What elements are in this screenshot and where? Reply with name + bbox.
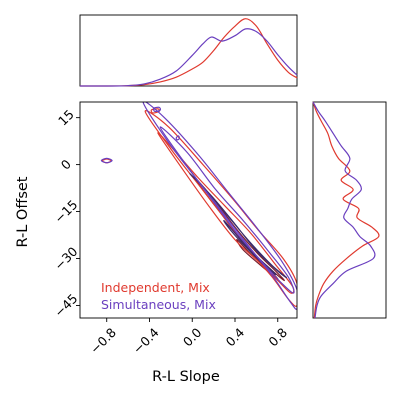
legend-simultaneous: Simultaneous, Mix (101, 297, 216, 312)
x-tick-label: 0.4 (223, 325, 248, 350)
x-ticks: −0.8 −0.4 0.0 0.4 0.8 (87, 318, 290, 357)
x-marginal-panel (79, 14, 298, 87)
y-marginal-curve-independent (312, 101, 380, 319)
contour-simultaneous-inner (223, 219, 277, 276)
joint-frame (79, 101, 298, 319)
contour-simultaneous-islandB (100, 157, 113, 164)
x-axis-label: R-L Slope (152, 369, 220, 385)
x-tick-label: 0.0 (180, 325, 205, 350)
contour-layer (100, 102, 297, 310)
y-tick-label: −30 (51, 244, 80, 273)
x-marginal-curves (79, 18, 298, 87)
x-marginal-curve-simultaneous (79, 28, 298, 87)
contour-simultaneous-islandC (175, 135, 181, 141)
y-marginal-panel (312, 101, 387, 319)
y-marginal-frame (312, 101, 387, 319)
y-tick-label: 0 (58, 156, 74, 172)
contour-independent-outermost (144, 110, 297, 307)
y-ticks: 15 0 −15 −30 −45 (51, 107, 80, 320)
contour-simultaneous-outermost (142, 102, 297, 310)
legend-independent: Independent, Mix (101, 280, 210, 295)
contour-independent-outer (157, 132, 295, 294)
x-tick-label: −0.4 (130, 325, 162, 357)
x-tick-label: 0.8 (265, 325, 290, 350)
y-marginal-curve-simultaneous (312, 101, 376, 319)
y-tick-label: 15 (55, 107, 77, 129)
contour-independent-islandA (150, 108, 161, 114)
y-tick-label: −15 (51, 197, 80, 226)
joint-panel: −0.8 −0.4 0.0 0.4 0.8 15 0 −15 −30 −45 Independe… (51, 101, 298, 357)
y-marginal-curves (312, 101, 380, 319)
x-marginal-frame (79, 14, 298, 87)
x-marginal-curve-independent (79, 18, 298, 87)
x-tick-label: −0.8 (87, 325, 119, 357)
contour-simultaneous-middle (189, 173, 288, 279)
y-axis-label: R-L Offset (15, 176, 31, 247)
y-tick-label: −45 (51, 291, 80, 320)
contour-simultaneous-islandA (152, 106, 162, 113)
